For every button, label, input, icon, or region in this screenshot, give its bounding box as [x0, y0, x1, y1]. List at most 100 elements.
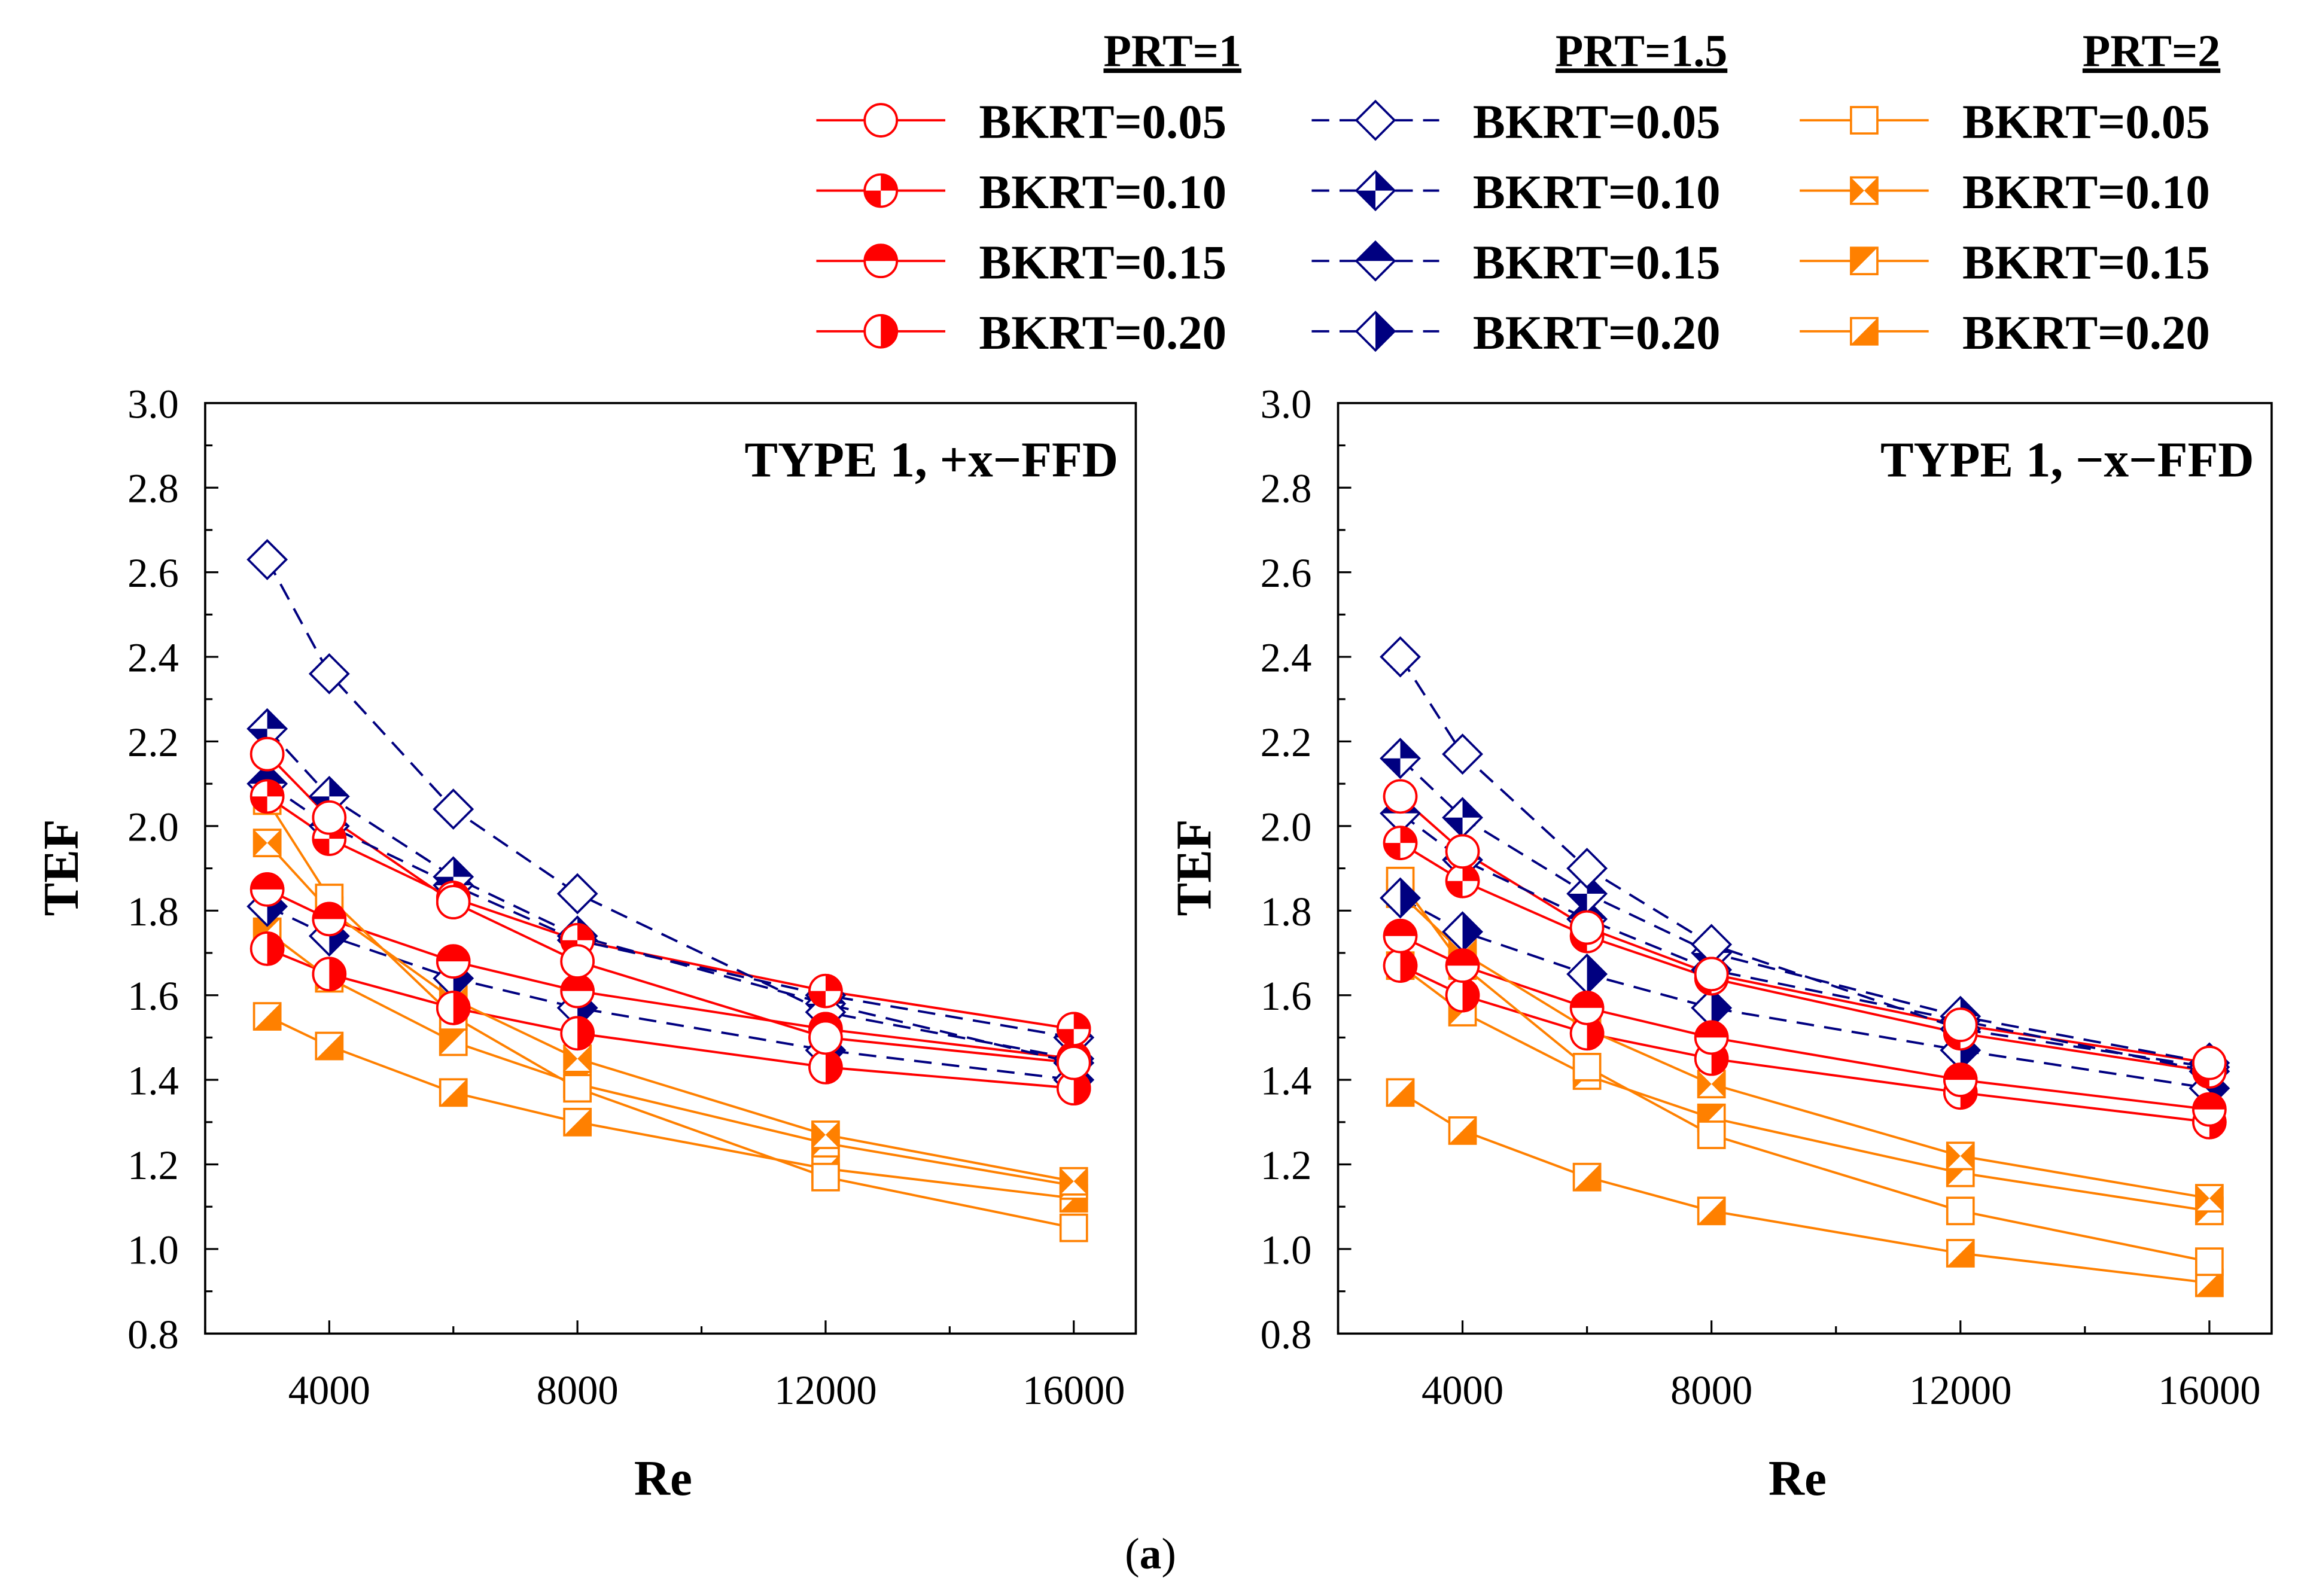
x-tick-label: 12000: [1909, 1367, 2011, 1413]
y-tick-label: 2.2: [127, 720, 179, 765]
y-tick-label: 1.8: [127, 889, 179, 934]
data-point-marker: [808, 1050, 843, 1085]
series-line: [266, 559, 1075, 1060]
series-line: [1399, 964, 2210, 1213]
legend-label: BKRT=0.10: [1962, 166, 2210, 219]
legend-label: BKRT=0.05: [979, 95, 1226, 148]
data-point-marker: [2194, 1184, 2224, 1213]
plot-frame: [204, 401, 1137, 1335]
data-point-marker: [808, 973, 843, 1009]
legend-label: BKRT=0.05: [1962, 95, 2210, 148]
data-point-marker: [1566, 848, 1608, 890]
legend-marker-icon: [1355, 310, 1396, 352]
legend-label: BKRT=0.10: [979, 166, 1226, 219]
legend-marker-icon: [863, 103, 899, 138]
y-tick-label: 0.8: [1261, 1312, 1312, 1357]
x-tick-label: 12000: [774, 1367, 876, 1413]
series-line: [266, 795, 1075, 1031]
data-point-marker: [560, 1016, 595, 1051]
x-tick-label: 8000: [1670, 1367, 1752, 1413]
legend-label: BKRT=0.15: [1473, 236, 1721, 290]
data-point-marker: [312, 957, 347, 992]
data-point-marker: [433, 788, 474, 830]
y-tick-label: 2.8: [127, 466, 179, 511]
data-point-marker: [1694, 1020, 1729, 1055]
data-point-marker: [556, 873, 598, 915]
legend-label: BKRT=0.15: [979, 236, 1226, 290]
series-line: [266, 782, 1075, 1039]
y-tick-label: 1.4: [1261, 1058, 1312, 1104]
data-point-marker: [1566, 953, 1608, 995]
data-point-marker: [1383, 826, 1418, 860]
y-axis-title: TEF: [34, 819, 89, 916]
data-point-marker: [1445, 834, 1480, 869]
series-line: [266, 800, 1075, 1229]
series-line: [266, 905, 1074, 1082]
y-tick-label: 1.6: [127, 973, 179, 1019]
data-point-marker: [1380, 636, 1421, 678]
x-tick-label: 16000: [1022, 1367, 1125, 1413]
y-tick-label: 1.6: [1261, 973, 1312, 1019]
x-tick-label: 4000: [288, 1367, 370, 1413]
data-point-marker: [1448, 1116, 1477, 1145]
x-tick-label: 8000: [537, 1367, 619, 1413]
data-point-marker: [808, 1020, 843, 1055]
x-tick-label: 4000: [1422, 1367, 1503, 1413]
plot-plus-x-ffd: 0.8 1.0 1.2 1.4 1.6 1.8 2.0 2.2 2.4 2.6 2.8 3.0 4000…: [34, 381, 1137, 1506]
legend-marker-icon: [1850, 316, 1879, 346]
legend-header: PRT=2: [2083, 26, 2220, 76]
figure-caption: (a): [1125, 1529, 1176, 1577]
data-point-marker: [249, 872, 285, 907]
data-point-marker: [249, 779, 285, 814]
data-point-marker: [1056, 1071, 1091, 1106]
legend-label: BKRT=0.20: [979, 306, 1226, 360]
data-point-marker: [1943, 1007, 1978, 1042]
y-tick-label: 2.8: [1261, 466, 1312, 511]
x-axis-title: Re: [1769, 1451, 1827, 1506]
plot-title: TYPE 1, −x−FFD: [1880, 432, 2254, 488]
data-point-marker: [1442, 733, 1483, 775]
data-point-marker: [1056, 1012, 1091, 1047]
y-tick-label: 1.0: [127, 1227, 179, 1272]
data-point-marker: [308, 653, 350, 695]
legend-header: PRT=1: [1103, 26, 1241, 76]
data-point-marker: [312, 901, 347, 937]
data-point-marker: [439, 1027, 468, 1056]
series-line: [1399, 757, 2210, 1064]
y-tick-label: 1.8: [1261, 889, 1312, 934]
data-point-marker: [439, 1078, 468, 1107]
data-point-marker: [1943, 1062, 1978, 1097]
caption-close: ): [1161, 1529, 1176, 1577]
data-point-marker: [436, 944, 471, 979]
series-line: [266, 931, 1075, 1187]
data-point-marker: [2192, 1092, 2227, 1127]
series-line: [266, 727, 1075, 1064]
series-line: [1399, 842, 2210, 1073]
caption-open: (: [1125, 1529, 1139, 1577]
data-point-marker: [1056, 1046, 1091, 1080]
data-point-marker: [1059, 1213, 1088, 1242]
y-axis-title: TEF: [1167, 819, 1222, 916]
data-point-marker: [1697, 1196, 1726, 1226]
data-point-marker: [249, 736, 285, 772]
data-point-marker: [560, 944, 595, 979]
legend-label: BKRT=0.15: [1962, 236, 2210, 290]
y-tick-label: 0.8: [127, 1312, 179, 1357]
y-tick-label: 2.4: [1261, 635, 1312, 681]
data-point-marker: [315, 1031, 344, 1061]
y-tick-label: 3.0: [127, 381, 179, 427]
data-point-marker: [560, 973, 595, 1009]
data-point-marker: [1445, 977, 1480, 1013]
legend-marker-icon: [863, 243, 899, 278]
legend-label: BKRT=0.20: [1962, 306, 2210, 360]
legend-marker-icon: [863, 314, 899, 349]
data-point-marker: [1380, 738, 1421, 779]
data-point-marker: [563, 1107, 592, 1137]
data-point-marker: [1694, 957, 1729, 992]
data-point-marker: [249, 931, 285, 966]
data-point-marker: [1697, 1120, 1726, 1149]
data-point-marker: [1946, 1239, 1975, 1268]
legend-header: PRT=1.5: [1556, 26, 1727, 76]
data-point-marker: [246, 708, 288, 750]
